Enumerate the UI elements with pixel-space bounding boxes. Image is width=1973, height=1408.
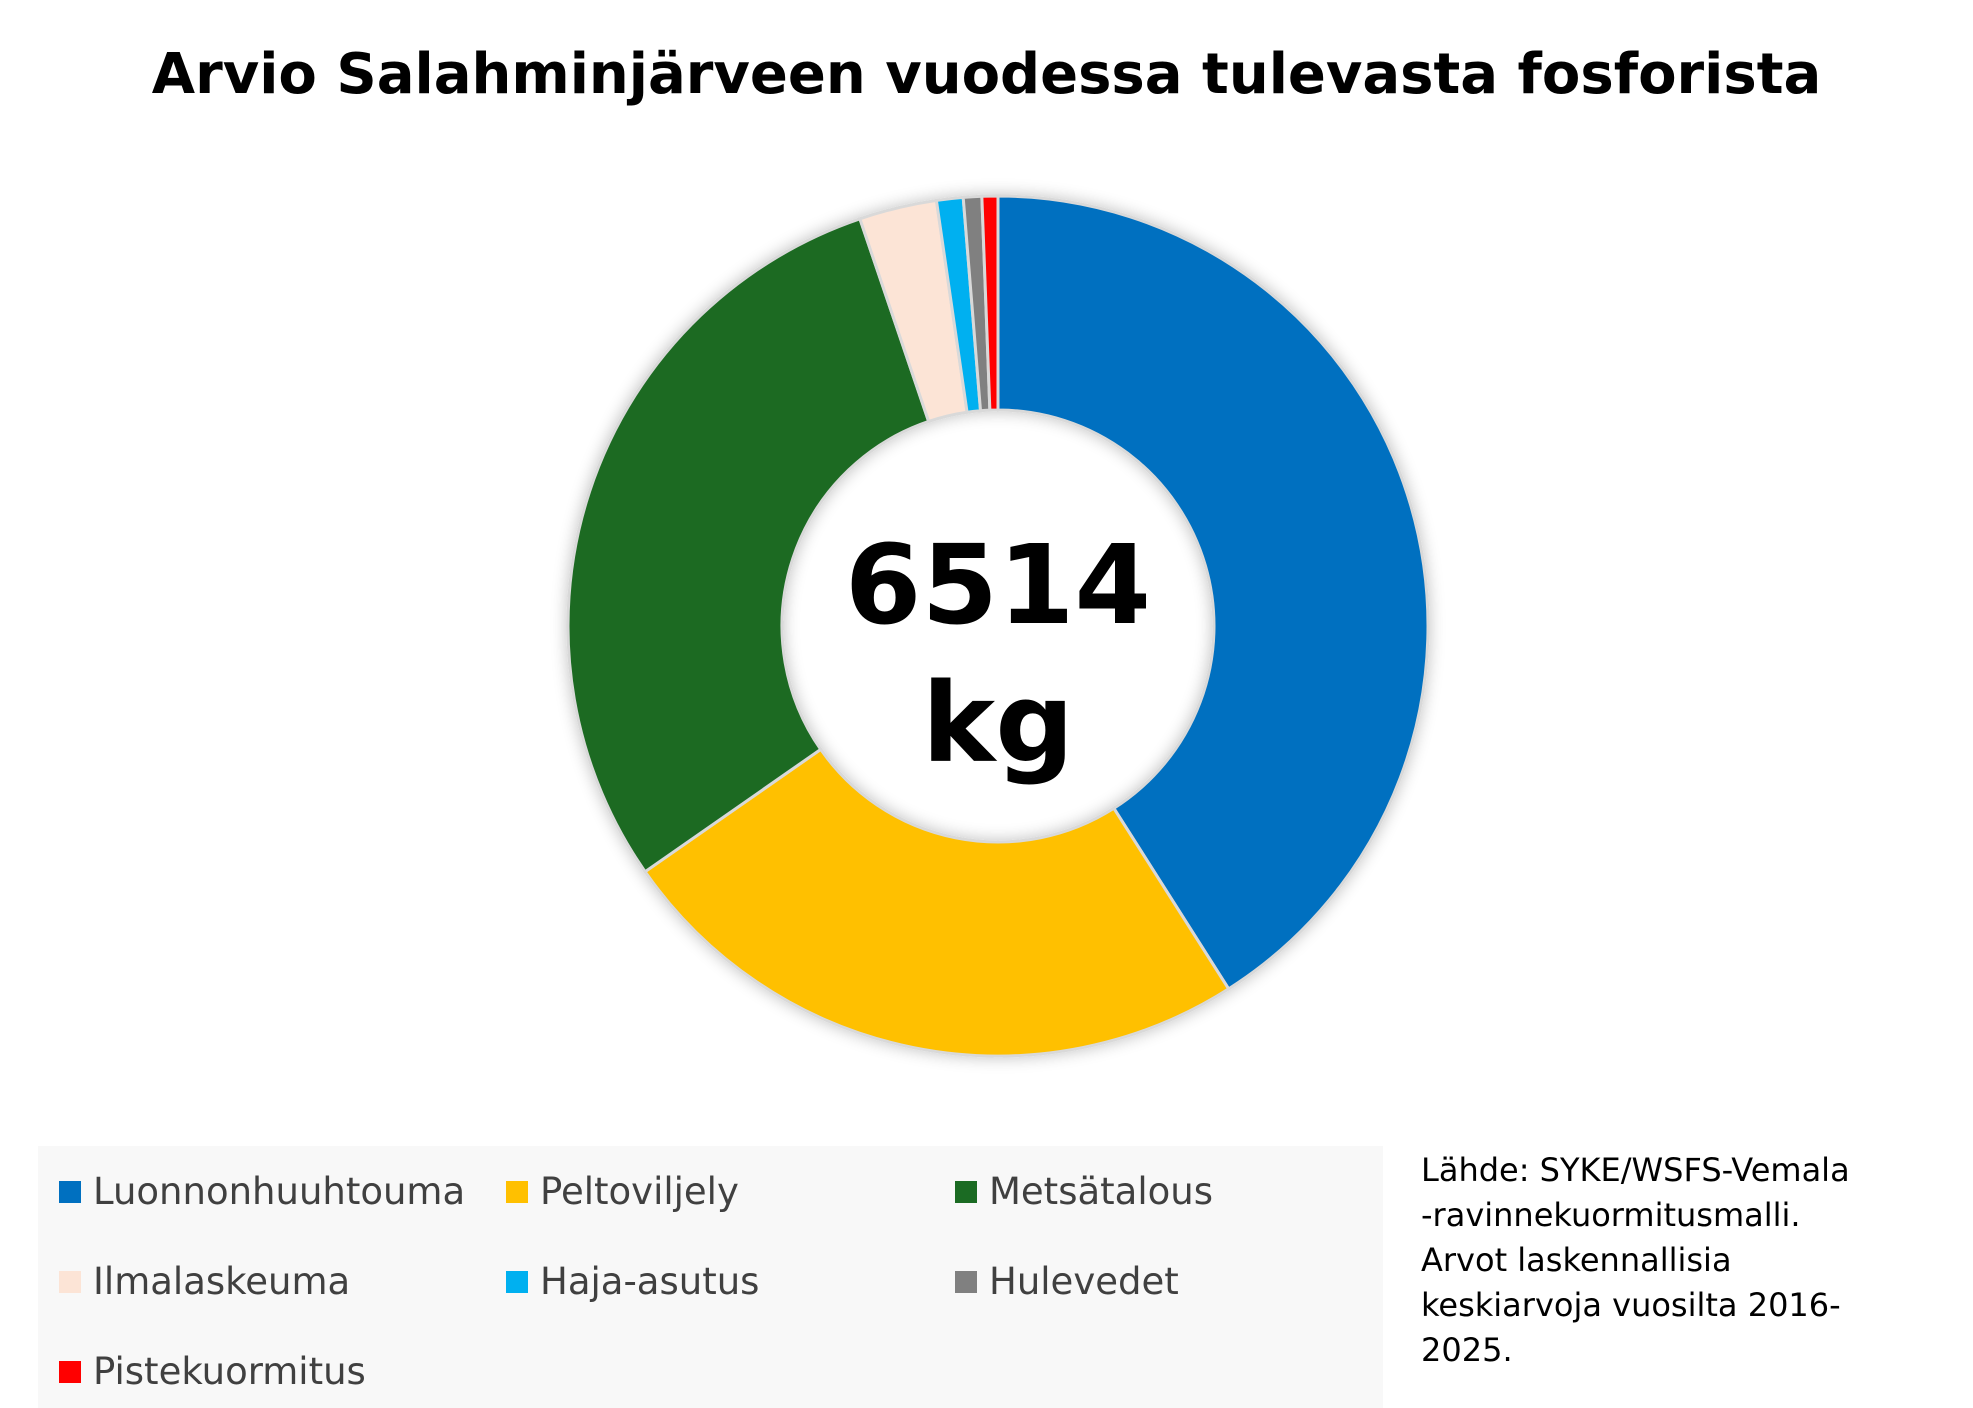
legend-item: Luonnonhuuhtouma bbox=[59, 1170, 465, 1213]
legend-swatch bbox=[955, 1270, 977, 1293]
legend-swatch bbox=[59, 1180, 81, 1203]
source-line: Arvot laskennallisia bbox=[1421, 1241, 1732, 1279]
source-line: 2025. bbox=[1421, 1331, 1513, 1369]
legend-label: Pistekuormitus bbox=[93, 1350, 366, 1393]
slice-metsätalous bbox=[566, 216, 931, 874]
legend-swatch bbox=[955, 1180, 977, 1203]
legend-item: Metsätalous bbox=[955, 1170, 1213, 1213]
legend-label: Luonnonhuuhtouma bbox=[93, 1170, 466, 1213]
source-line: -ravinnekuormitusmalli. bbox=[1421, 1196, 1801, 1234]
source-note: Lähde: SYKE/WSFS-Vemala -ravinnekuormitu… bbox=[1421, 1148, 1961, 1373]
slice-peltoviljely bbox=[643, 747, 1231, 1058]
legend-swatch bbox=[506, 1270, 528, 1293]
legend-label: Metsätalous bbox=[989, 1170, 1213, 1213]
total-value: 6514 bbox=[844, 521, 1152, 649]
legend-item: Peltoviljely bbox=[506, 1170, 739, 1213]
legend-label: Hulevedet bbox=[989, 1260, 1179, 1303]
legend-swatch bbox=[59, 1270, 81, 1293]
donut-chart bbox=[566, 194, 1430, 1058]
slice-luonnonhuuhtouma bbox=[996, 194, 1430, 991]
total-unit: kg bbox=[922, 659, 1074, 787]
slice-pistekuormitus bbox=[980, 194, 1000, 412]
legend-label: Haja-asutus bbox=[540, 1260, 760, 1303]
legend-item: Pistekuormitus bbox=[59, 1350, 366, 1393]
legend-item: Haja-asutus bbox=[506, 1260, 759, 1303]
legend-swatch bbox=[59, 1360, 81, 1383]
legend-label: Ilmalaskeuma bbox=[93, 1260, 351, 1303]
legend-label: Peltoviljely bbox=[540, 1170, 739, 1213]
source-line: keskiarvoja vuosilta 2016- bbox=[1421, 1286, 1841, 1324]
legend-item: Ilmalaskeuma bbox=[59, 1260, 350, 1303]
source-line: Lähde: SYKE/WSFS-Vemala bbox=[1421, 1151, 1850, 1189]
legend-item: Hulevedet bbox=[955, 1260, 1179, 1303]
legend: Luonnonhuuhtouma Peltoviljely Metsätalou… bbox=[38, 1146, 1383, 1408]
chart-title: Arvio Salahminjärveen vuodessa tulevasta… bbox=[151, 42, 1822, 107]
legend-swatch bbox=[506, 1180, 528, 1203]
